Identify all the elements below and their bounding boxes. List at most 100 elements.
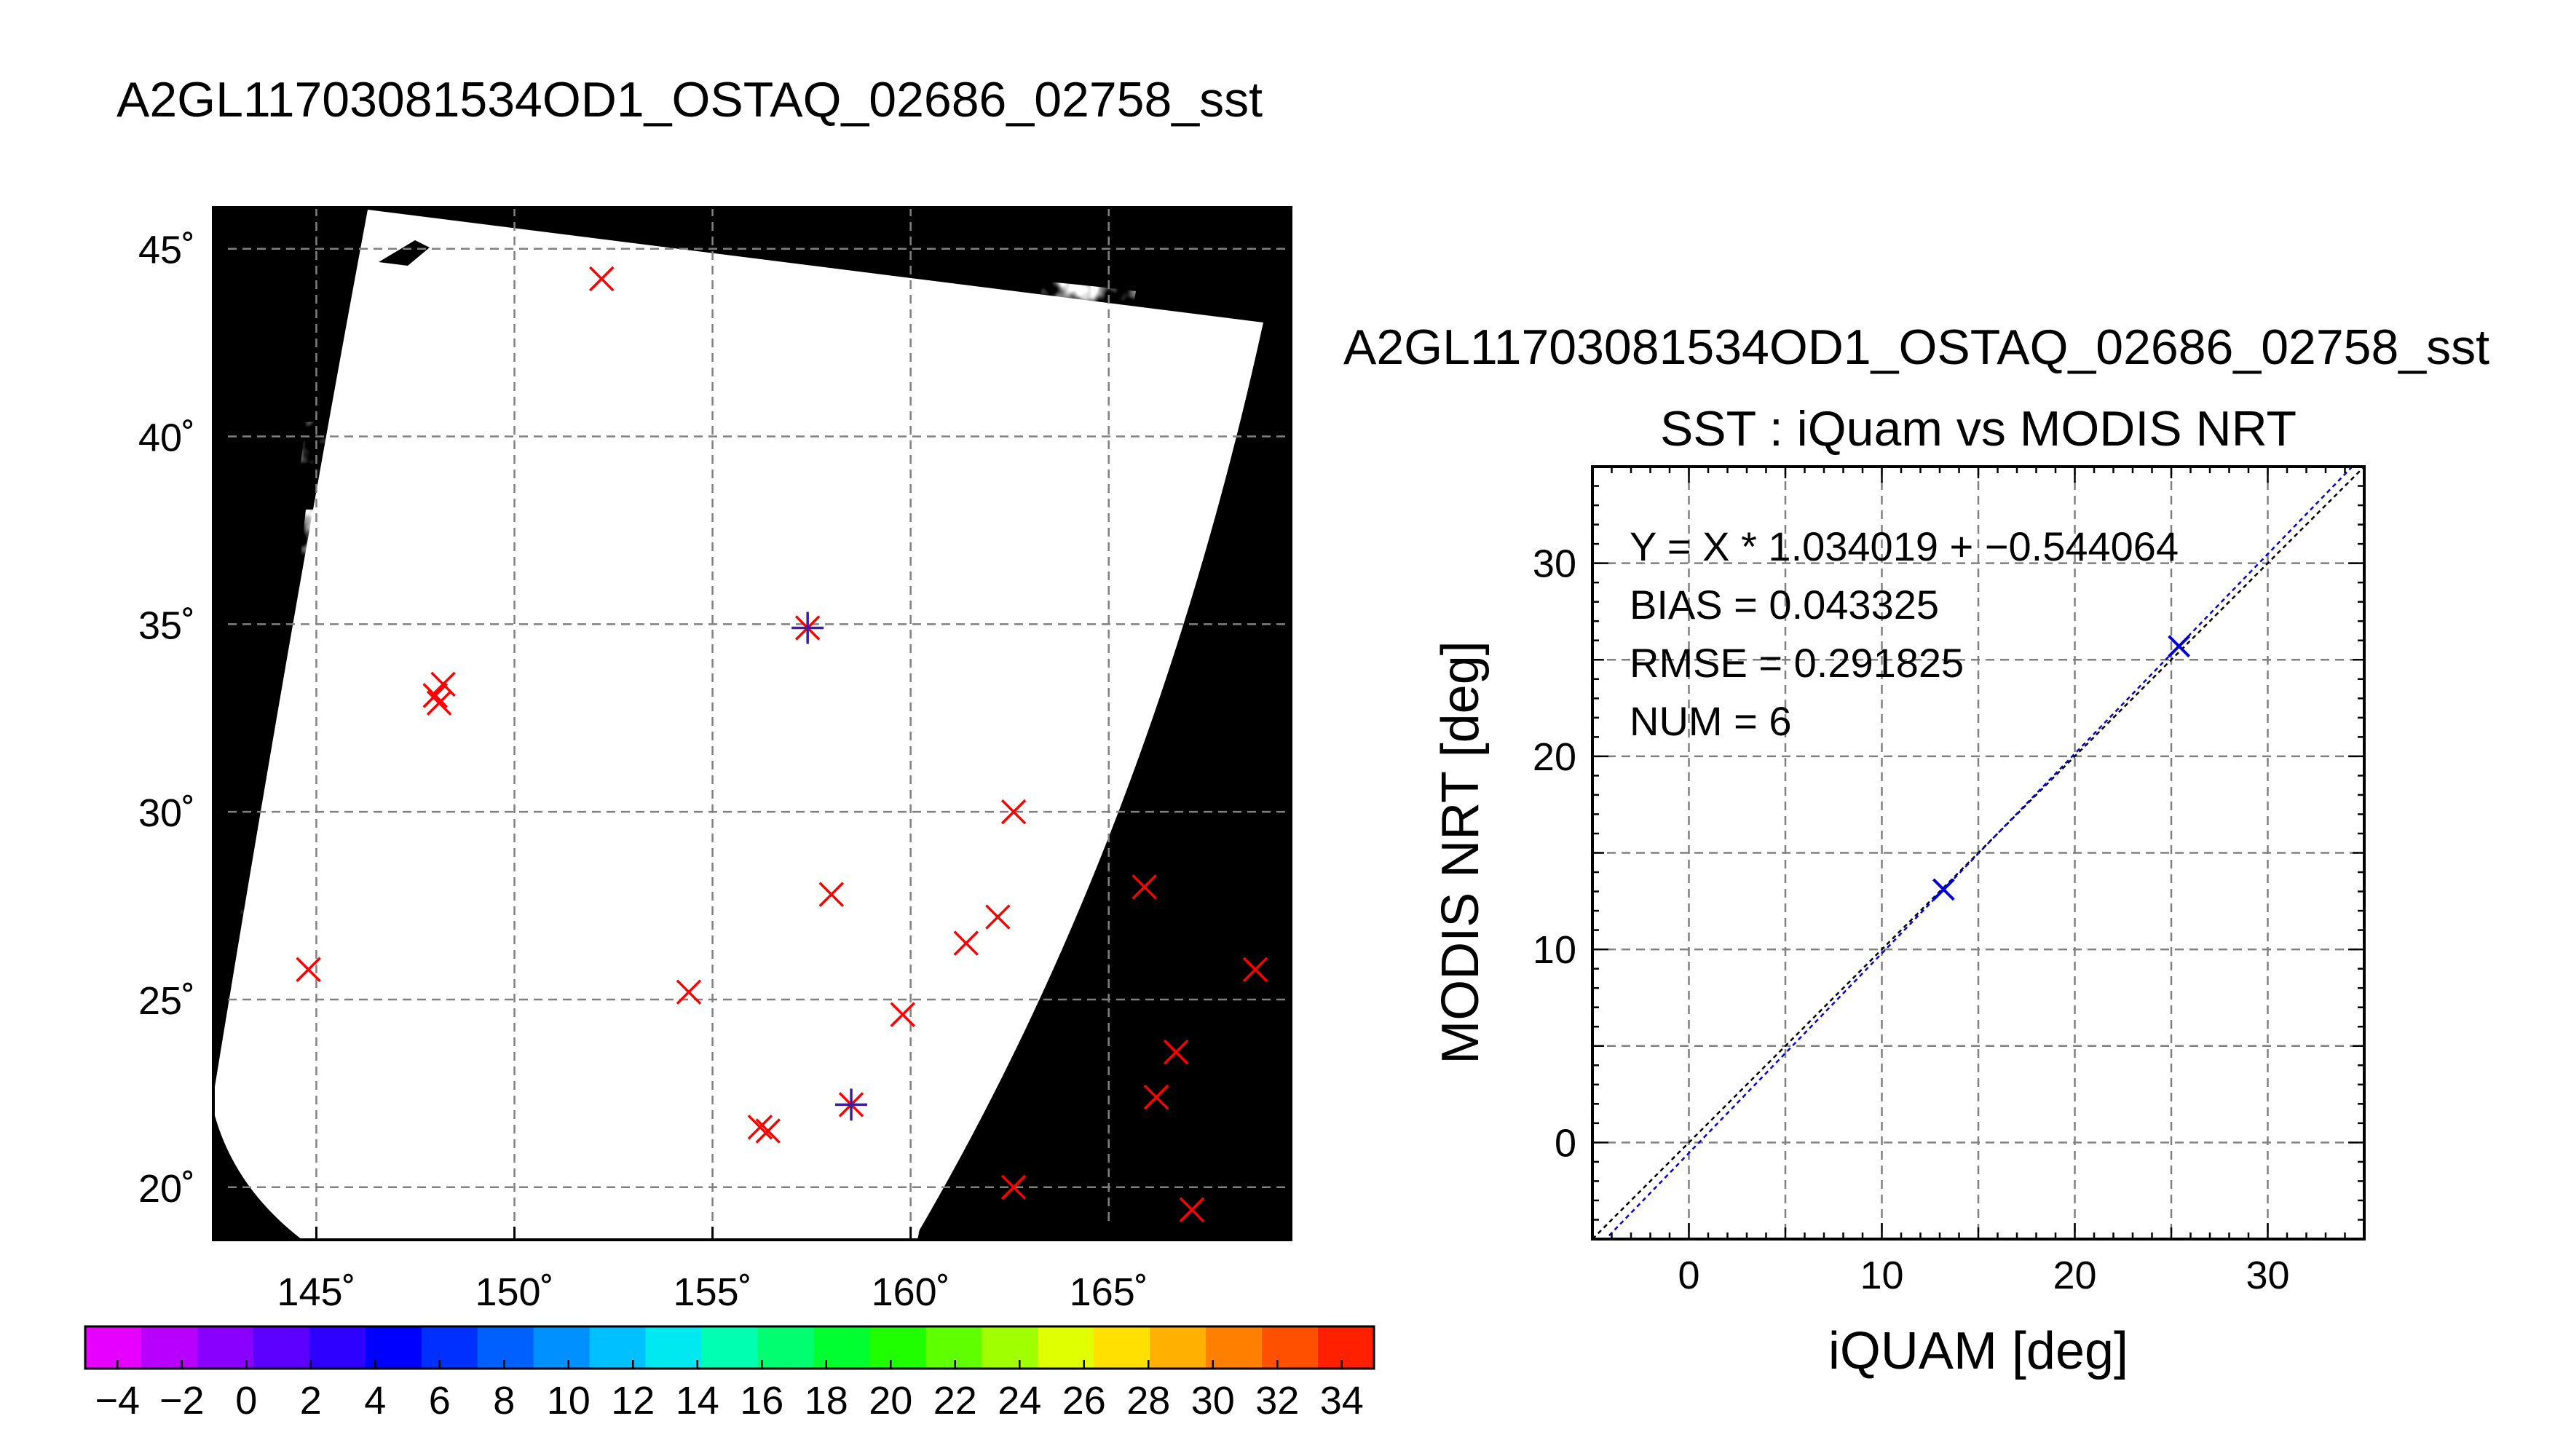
map-xtick-label: 150˚ [475, 1270, 553, 1314]
scatter-point [2168, 635, 2191, 658]
scatter-xtick-label: 0 [1678, 1254, 1699, 1297]
colorbar-tick-label: 32 [1255, 1379, 1299, 1423]
colorbar-swatch [757, 1326, 815, 1369]
colorbar-swatch [645, 1326, 703, 1369]
scatter-plot: 0 0 10 10 20 20 30 30 Y = X * 1.034019 + −0.544… [1533, 465, 2366, 1297]
matchup-marker [890, 1002, 916, 1027]
scatter-grid [1592, 467, 2364, 1239]
colorbar-swatch [533, 1326, 591, 1369]
scatter-ticks: 0 0 10 10 20 20 30 30 [1533, 465, 2366, 1297]
colorbar-tick-label: 16 [740, 1379, 783, 1423]
colorbar-swatch [1150, 1326, 1207, 1369]
colorbar-tick-label: 26 [1062, 1379, 1106, 1423]
colorbar-swatch [1262, 1326, 1319, 1369]
colorbar-tick-label: −4 [95, 1379, 140, 1423]
colorbar-tick-label: 0 [235, 1379, 257, 1423]
map-plot: 145˚ 150˚ 155˚ 160˚ 165˚ 20˚ 25˚ 30˚ 35˚ 40˚ 45˚ [138, 206, 1292, 1314]
colorbar-swatch [1094, 1326, 1150, 1369]
colorbar-tick-label: 24 [998, 1379, 1041, 1423]
colorbar-tick-label: 30 [1191, 1379, 1235, 1423]
colorbar-tick-label: 6 [429, 1379, 451, 1423]
map-xtick-label: 145˚ [277, 1270, 355, 1314]
map-xtick-label: 160˚ [872, 1270, 950, 1314]
colorbar-tick-label: 4 [364, 1379, 386, 1423]
matchup-marker [953, 930, 979, 956]
map-matchups [296, 266, 1268, 1222]
colorbar-tick-label: 20 [869, 1379, 912, 1423]
map-xtick-label: 165˚ [1070, 1270, 1148, 1314]
map-grid [213, 207, 1291, 1240]
scatter-xtick-label: 10 [1860, 1254, 1903, 1297]
colorbar-tick-label: 10 [547, 1379, 591, 1423]
colorbar-swatch [589, 1326, 647, 1369]
map-title: A2GL11703081534OD1_OSTAQ_02686_02758_sst [117, 72, 1263, 127]
colorbar-tick-label: 12 [611, 1379, 655, 1423]
colorbar-swatch [925, 1326, 982, 1369]
scatter-xlabel: iQUAM [deg] [1828, 1322, 2128, 1380]
matchup-marker [818, 882, 845, 907]
matchup-marker [1143, 1084, 1169, 1110]
map-ticks: 145˚ 150˚ 155˚ 160˚ 165˚ 20˚ 25˚ 30˚ 35˚ 40˚ 45˚ [138, 229, 1148, 1314]
colorbar-tick-label: 28 [1126, 1379, 1170, 1423]
map-xtick-label: 155˚ [674, 1270, 752, 1314]
scatter-ytick-label: 30 [1533, 542, 1576, 586]
scatter-ytick-label: 20 [1533, 735, 1576, 779]
colorbar-swatch [197, 1326, 254, 1369]
colorbar-swatch [365, 1326, 422, 1369]
scatter-ytick-label: 0 [1555, 1121, 1576, 1165]
matchup-marker [747, 1115, 773, 1140]
colorbar-swatch [1318, 1326, 1375, 1369]
stats-rmse: RMSE = 0.291825 [1630, 640, 1964, 686]
map-ytick-label: 20˚ [138, 1167, 195, 1211]
used-matchup-marker [835, 1088, 868, 1121]
matchup-marker [1242, 957, 1268, 982]
map-ytick-label: 30˚ [138, 791, 195, 835]
colorbar-swatch [1206, 1326, 1263, 1369]
matchup-marker [588, 266, 615, 292]
matchup-marker [755, 1118, 781, 1144]
colorbar-swatch [421, 1326, 478, 1369]
colorbar-swatch [982, 1326, 1038, 1369]
map-frame [212, 206, 1292, 1241]
colorbar-swatch [309, 1326, 366, 1369]
map-ytick-label: 35˚ [138, 604, 195, 647]
map-ytick-label: 45˚ [138, 229, 195, 272]
scatter-stats: Y = X * 1.034019 + −0.544064 BIAS = 0.04… [1630, 523, 2179, 744]
colorbar-swatch [1038, 1326, 1094, 1369]
colorbar-swatch [813, 1326, 870, 1369]
colorbar-swatch [701, 1326, 759, 1369]
colorbar-tick-label: −2 [159, 1379, 205, 1423]
scatter-title: SST : iQuam vs MODIS NRT [1660, 401, 2297, 456]
colorbar-swatch [141, 1326, 198, 1369]
matchup-marker [296, 957, 321, 982]
map-ytick-label: 40˚ [138, 416, 195, 460]
colorbar-swatch [477, 1326, 534, 1369]
scatter-subtitle: A2GL11703081534OD1_OSTAQ_02686_02758_sst [1343, 320, 2489, 375]
matchup-marker [1179, 1197, 1205, 1222]
scatter-point [1932, 878, 1955, 901]
matchup-marker [1163, 1039, 1189, 1065]
scatter-points [1932, 635, 2191, 901]
colorbar-tick-label: 18 [805, 1379, 848, 1423]
used-matchup-marker [791, 612, 824, 644]
colorbar-frame [84, 1325, 1375, 1370]
matchup-marker [985, 904, 1011, 930]
colorbar-tick-label: 22 [933, 1379, 977, 1423]
matchup-marker [1132, 874, 1157, 900]
matchup-marker [426, 690, 452, 716]
stats-fit-equation: Y = X * 1.034019 + −0.544064 [1630, 523, 2179, 569]
map-ytick-label: 25˚ [138, 979, 195, 1023]
colorbar-tick-label: 8 [493, 1379, 515, 1423]
colorbar-tick-label: 2 [300, 1379, 322, 1423]
land-patch [379, 240, 430, 266]
scatter-ytick-label: 10 [1533, 928, 1576, 972]
colorbar: −4 −2 0 2 4 6 8 10 12 14 16 18 20 22 24 26 28 30 32 34 [84, 1325, 1375, 1423]
matchup-marker [422, 683, 448, 708]
matchup-marker [1000, 1174, 1027, 1200]
stats-bias: BIAS = 0.043325 [1630, 582, 1939, 628]
matchup-marker [676, 979, 702, 1005]
scatter-ylabel: MODIS NRT [deg] [1431, 641, 1490, 1064]
stats-num: NUM = 6 [1630, 698, 1792, 744]
matchup-marker [1000, 799, 1027, 825]
